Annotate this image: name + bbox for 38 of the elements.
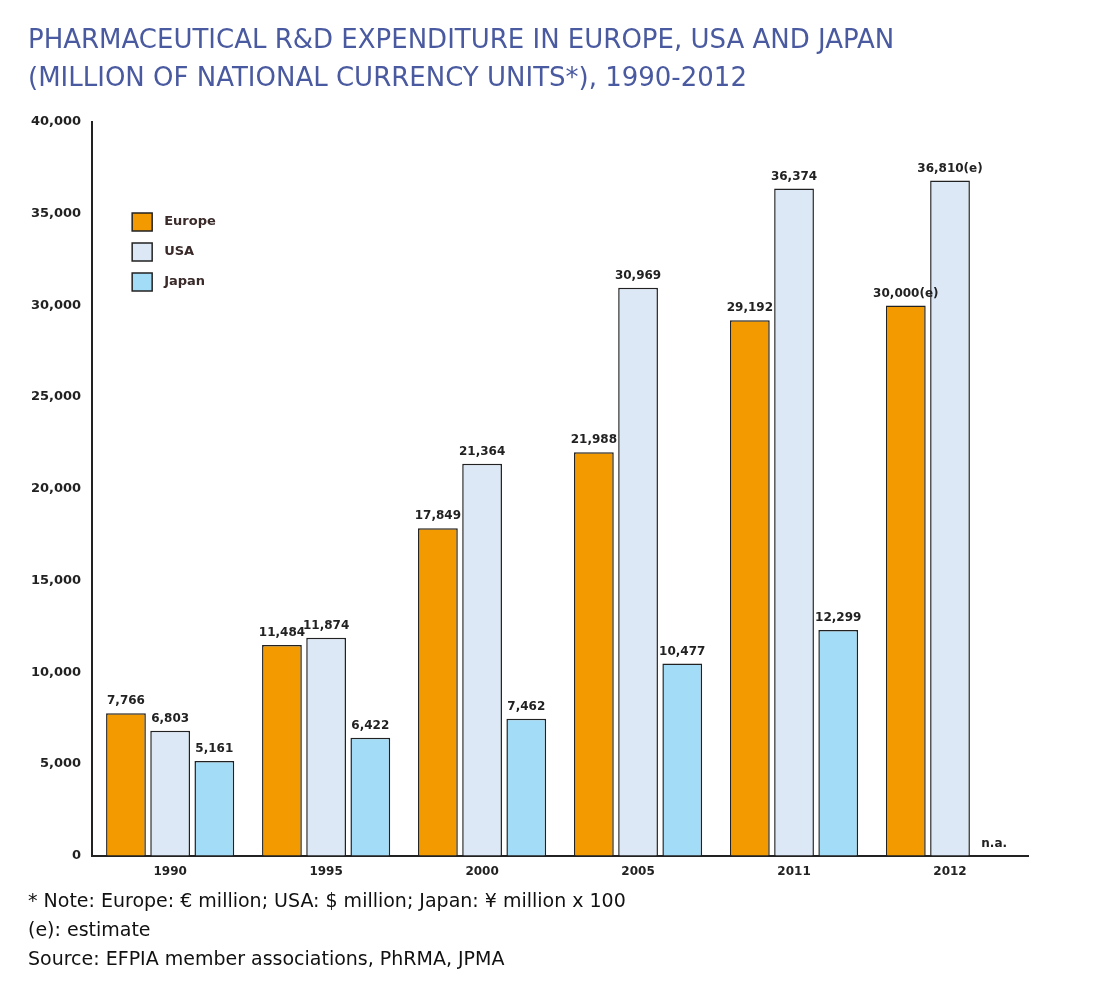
- y-tick-label: 5,000: [40, 755, 82, 771]
- data-label: 6,422: [351, 717, 390, 732]
- y-tick-label: 15,000: [30, 571, 82, 587]
- data-label: 17,849: [414, 508, 462, 523]
- data-label: 29,192: [726, 300, 774, 315]
- legend-label: Japan: [163, 273, 206, 289]
- text: n.a.: [981, 835, 1008, 850]
- y-tick-label: 40,000: [30, 113, 82, 129]
- y-tick-label: 10,000: [30, 663, 82, 679]
- x-tick-label: 2000: [465, 863, 499, 878]
- data-label: 36,810(e): [917, 160, 983, 175]
- legend-label: Europe: [164, 213, 216, 229]
- y-tick-label: 35,000: [30, 205, 82, 221]
- legend-label: USA: [164, 243, 195, 259]
- x-tick-label: 1995: [309, 863, 343, 878]
- chart-title: PHARMACEUTICAL R&D EXPENDITURE IN EUROPE, USA AND JAPAN (MILLION OF NATIONAL CURRENCY UNITS*), 1990-2012: [28, 23, 896, 94]
- data-label: 21,988: [570, 432, 618, 447]
- y-tick-label: 20,000: [30, 480, 82, 496]
- y-tick-label: 30,000: [30, 296, 82, 312]
- data-label: 10,477: [659, 643, 706, 658]
- data-label: 11,484: [258, 625, 306, 640]
- data-label: 5,161: [195, 741, 234, 756]
- y-tick-label: 0: [72, 846, 82, 862]
- data-label: 30,969: [614, 267, 662, 282]
- source-note: Source: EFPIA member associations, PhRMA, JPMA: [28, 946, 506, 971]
- text: (e): estimate: [28, 917, 152, 942]
- x-tick-label: 2012: [933, 863, 967, 878]
- data-label: 7,766: [106, 693, 145, 708]
- x-tick-label: 2011: [777, 863, 811, 878]
- x-tick-label: 2005: [621, 863, 655, 878]
- data-label: 12,299: [815, 610, 862, 625]
- text: * Note: Europe: € million; USA: $ million; Japan: ¥ million x 100: [28, 888, 627, 913]
- data-label: 36,374: [770, 168, 818, 183]
- data-label: 6,803: [151, 710, 190, 725]
- data-label: 7,462: [507, 698, 546, 713]
- y-tick-label: 25,000: [30, 388, 82, 404]
- data-label: 21,364: [458, 443, 506, 458]
- x-tick-label: 1990: [153, 863, 187, 878]
